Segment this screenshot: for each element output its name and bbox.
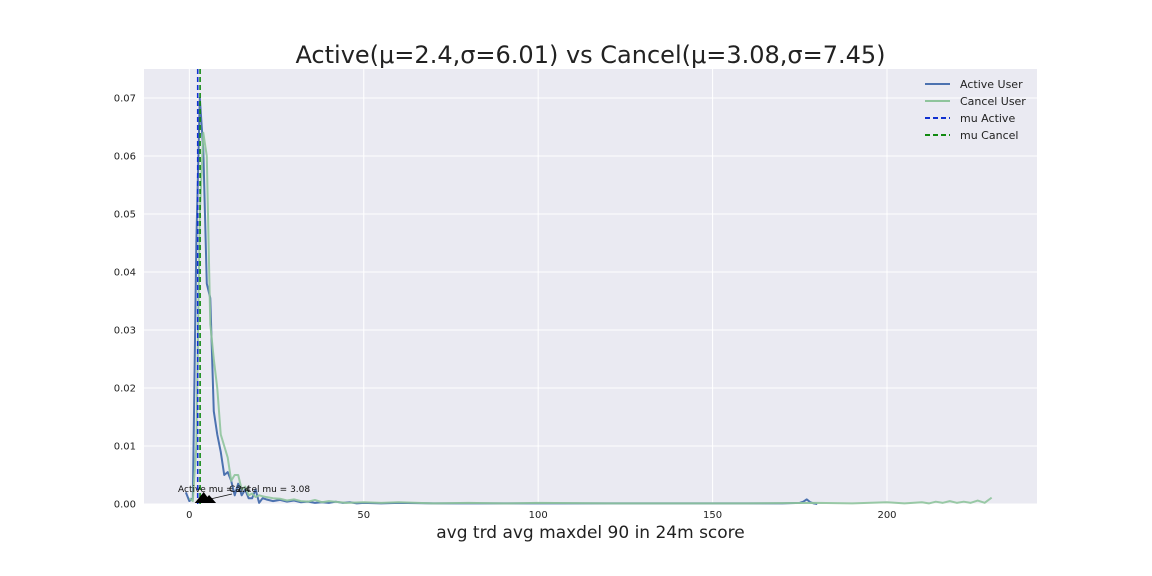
mean-lines [196, 69, 201, 504]
chart-title: Active(μ=2.4,σ=6.01) vs Cancel(μ=3.08,σ=… [295, 41, 885, 69]
x-tick-label: 200 [877, 510, 896, 521]
annotation-cancel-mu: Cancel mu = 3.08 [229, 485, 310, 495]
annotation-arrow-cancel [202, 495, 217, 503]
y-tick-label: 0.05 [114, 210, 136, 221]
legend-label: mu Cancel [960, 129, 1018, 142]
y-tick-label: 0.04 [114, 268, 136, 279]
y-tick-label: 0.03 [114, 326, 136, 337]
x-tick-label: 0 [186, 510, 192, 521]
legend-item-mu-active: mu Active [925, 112, 1015, 125]
y-tick-label: 0.07 [114, 94, 136, 105]
y-axis-ticks: 0.00 0.01 0.02 0.03 0.04 0.05 0.06 0.07 [114, 94, 136, 511]
annotation-active-mu: Active mu = 2.4 [178, 485, 251, 495]
x-tick-label: 100 [529, 510, 548, 521]
legend-item-mu-cancel: mu Cancel [925, 129, 1018, 142]
plot-area [144, 69, 1037, 504]
legend-label: Cancel User [960, 95, 1026, 108]
legend: Active User Cancel User mu Active mu Cancel [925, 78, 1026, 142]
legend-item-active-user: Active User [925, 78, 1023, 91]
x-axis-ticks: 0 50 100 150 200 [186, 510, 896, 521]
x-axis-label: avg trd avg maxdel 90 in 24m score [436, 523, 745, 543]
y-tick-label: 0.06 [114, 152, 136, 163]
x-tick-label: 150 [703, 510, 722, 521]
legend-item-cancel-user: Cancel User [925, 95, 1026, 108]
y-tick-label: 0.02 [114, 384, 136, 395]
series-line-cancel-user [188, 131, 993, 505]
legend-label: Active User [960, 78, 1023, 91]
legend-label: mu Active [960, 112, 1015, 125]
x-tick-label: 50 [357, 510, 370, 521]
y-tick-label: 0.00 [114, 500, 136, 511]
y-tick-label: 0.01 [114, 442, 136, 453]
series-layer [184, 97, 993, 505]
